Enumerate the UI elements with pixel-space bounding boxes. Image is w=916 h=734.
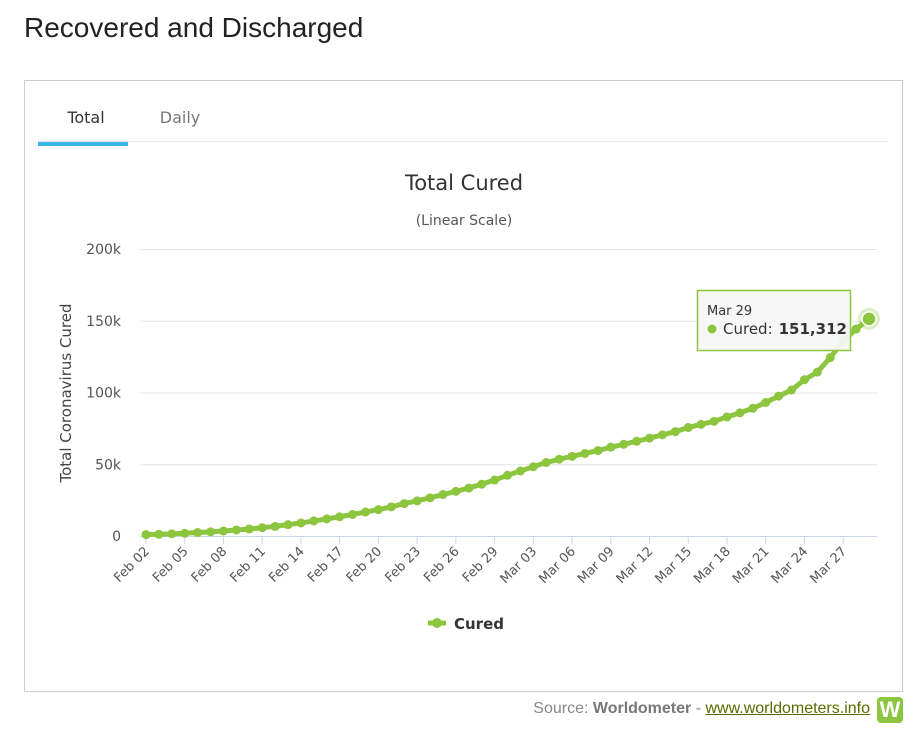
tab[interactable]: Daily <box>160 108 200 127</box>
tooltip-text: Cured: 151,312 <box>723 320 847 338</box>
data-point <box>180 528 190 538</box>
data-point <box>735 408 745 418</box>
data-point <box>851 324 861 334</box>
data-point <box>348 509 358 519</box>
y-tick-label: 100k <box>86 386 122 402</box>
data-point <box>373 505 383 515</box>
data-point <box>812 367 822 377</box>
y-tick-label: 200k <box>86 242 122 258</box>
data-point <box>593 446 603 456</box>
data-point <box>645 433 655 443</box>
data-point <box>709 416 719 426</box>
data-point <box>167 529 177 539</box>
data-point <box>464 483 474 493</box>
tooltip-value: 151,312 <box>779 320 847 338</box>
data-point <box>438 490 448 500</box>
data-point <box>244 524 254 534</box>
legend-label: Cured <box>454 615 504 633</box>
panel <box>24 80 903 692</box>
source-prefix: Source: <box>533 700 589 717</box>
data-point <box>322 514 332 524</box>
data-point <box>528 462 538 472</box>
data-point <box>722 412 732 422</box>
y-axis-title: Total Coronavirus Cured <box>57 303 75 483</box>
data-point <box>141 530 151 540</box>
data-point <box>360 507 370 517</box>
data-point <box>490 475 500 485</box>
y-tick-label: 150k <box>86 314 122 330</box>
data-point <box>270 521 280 531</box>
data-point <box>683 423 693 433</box>
data-point <box>296 518 306 528</box>
data-point <box>657 430 667 440</box>
data-point <box>477 479 487 489</box>
data-point <box>787 385 797 395</box>
data-point <box>632 436 642 446</box>
data-point <box>218 526 228 536</box>
y-tick-label: 50k <box>95 457 122 473</box>
data-point <box>799 375 809 385</box>
tab-underline <box>38 142 128 146</box>
tooltip-dot <box>707 324 717 334</box>
chart-title: Total Cured <box>404 171 523 195</box>
source: Source: Worldometer - www.worldometers.i… <box>533 700 870 718</box>
data-point <box>154 529 164 539</box>
data-point <box>283 520 293 530</box>
data-point <box>670 427 680 437</box>
data-point <box>541 458 551 468</box>
y-tick-label: 0 <box>112 529 121 545</box>
page-title: Recovered and Discharged <box>24 12 363 43</box>
tab[interactable]: Total <box>66 108 104 127</box>
data-point <box>309 516 319 526</box>
data-point <box>619 439 629 449</box>
source-link[interactable]: www.worldometers.info <box>705 700 871 717</box>
tooltip-title: Mar 29 <box>707 304 752 319</box>
chart-subtitle: (Linear Scale) <box>416 213 513 229</box>
data-point <box>193 528 203 538</box>
data-point <box>696 419 706 429</box>
data-point <box>554 454 564 464</box>
data-point <box>335 512 345 522</box>
data-point <box>412 496 422 506</box>
data-point <box>567 451 577 461</box>
data-point <box>503 470 512 480</box>
data-point <box>257 523 267 533</box>
data-point <box>386 502 396 512</box>
data-point <box>774 391 784 401</box>
source-name: Worldometer <box>592 700 692 717</box>
data-point <box>231 525 241 535</box>
tooltip-series: Cured: <box>723 320 773 338</box>
data-point <box>515 466 525 476</box>
data-point <box>606 442 616 452</box>
data-point <box>748 403 758 413</box>
tooltip-box <box>696 289 852 352</box>
legend-marker <box>432 618 442 628</box>
data-point <box>580 448 590 458</box>
source-separator: - <box>695 700 702 717</box>
data-point <box>825 353 835 363</box>
data-point <box>206 527 216 537</box>
logo: W <box>877 697 903 723</box>
data-point <box>399 499 409 509</box>
data-point <box>451 486 461 496</box>
data-point <box>425 493 435 503</box>
hover-point <box>861 311 877 327</box>
data-point <box>761 398 771 408</box>
